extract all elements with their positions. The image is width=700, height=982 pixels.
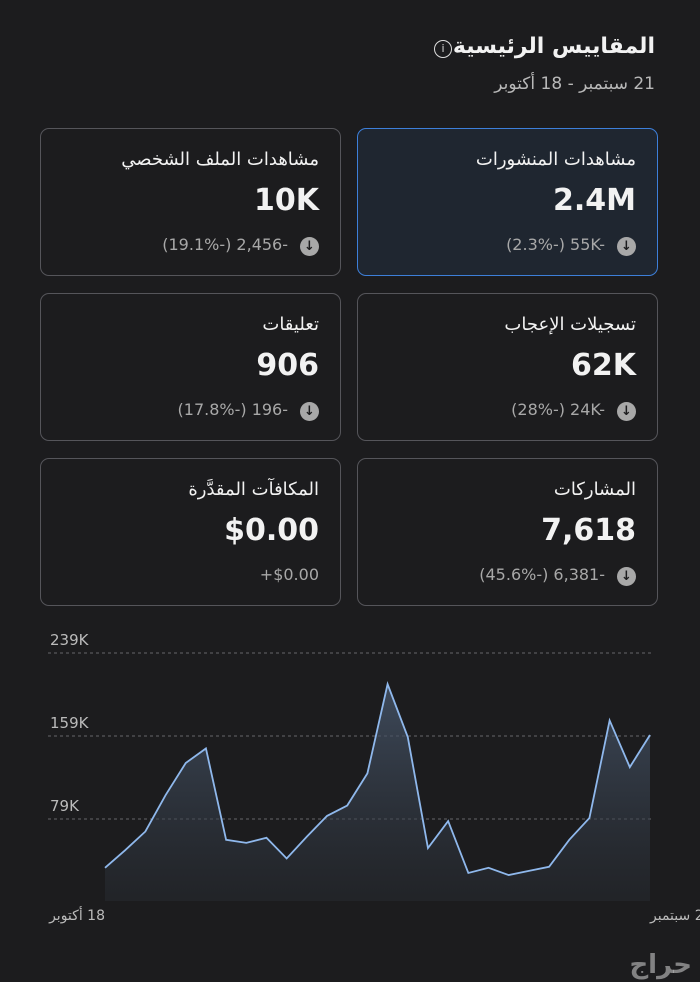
line xyxy=(104,681,651,876)
metric-card[interactable]: المكافآت المقدَّرة $0.00 +$0.00 xyxy=(40,458,341,606)
metric-value: 2.4M xyxy=(553,183,636,218)
metric-label: مشاهدات المنشورات xyxy=(475,149,636,170)
down-icon: ↓ xyxy=(617,567,636,586)
x-tick-label: 21 سبتمبر xyxy=(649,908,700,924)
y-tick-label: 159K xyxy=(50,714,90,732)
down-icon: ↓ xyxy=(617,402,636,421)
metric-card[interactable]: المشاركات 7,618 (45.6%-) 6,381- ↓ xyxy=(357,458,658,606)
metric-label: مشاهدات الملف الشخصي xyxy=(121,149,319,170)
y-tick-label: 79K xyxy=(50,797,80,815)
metric-value: 906 xyxy=(256,348,319,383)
metric-value: $0.00 xyxy=(224,513,319,548)
down-icon: ↓ xyxy=(617,237,636,256)
metric-change: (45.6%-) 6,381- xyxy=(479,565,605,584)
metric-card[interactable]: مشاهدات المنشورات 2.4M (2.3%-) 55K- ↓ xyxy=(357,128,658,276)
down-icon: ↓ xyxy=(300,237,319,256)
metric-change: (17.8%-) 196- xyxy=(177,400,288,419)
metric-label: المكافآت المقدَّرة xyxy=(188,479,319,500)
info-icon[interactable]: i xyxy=(434,40,452,58)
title: المقاييس الرئيسية xyxy=(452,34,655,59)
metric-change: (19.1%-) 2,456- xyxy=(162,235,288,254)
metric-change: +$0.00 xyxy=(259,565,319,584)
metric-value: 10K xyxy=(254,183,319,218)
date-range: 21 سبتمبر - 18 أكتوبر xyxy=(494,74,655,94)
watermark: حراج xyxy=(629,950,692,980)
metric-label: تعليقات xyxy=(262,314,319,335)
area-fill xyxy=(105,684,650,901)
x-tick-label: 18 أكتوبر xyxy=(48,906,105,924)
metric-card[interactable]: تسجيلات الإعجاب 62K (28%-) 24K- ↓ xyxy=(357,293,658,441)
metric-change: (2.3%-) 55K- xyxy=(506,235,605,254)
metric-card[interactable]: تعليقات 906 (17.8%-) 196- ↓ xyxy=(40,293,341,441)
metric-card[interactable]: مشاهدات الملف الشخصي 10K (19.1%-) 2,456- ↓ xyxy=(40,128,341,276)
down-icon: ↓ xyxy=(300,402,319,421)
chart: 79K 159K 239K 21 سبتمبر 18 أكتوبر xyxy=(48,631,700,924)
metric-label: تسجيلات الإعجاب xyxy=(504,314,636,335)
metric-value: 62K xyxy=(571,348,636,383)
y-tick-label: 239K xyxy=(50,631,90,649)
metric-change: (28%-) 24K- xyxy=(511,400,605,419)
metric-label: المشاركات xyxy=(553,479,636,500)
metric-value: 7,618 xyxy=(541,513,636,548)
